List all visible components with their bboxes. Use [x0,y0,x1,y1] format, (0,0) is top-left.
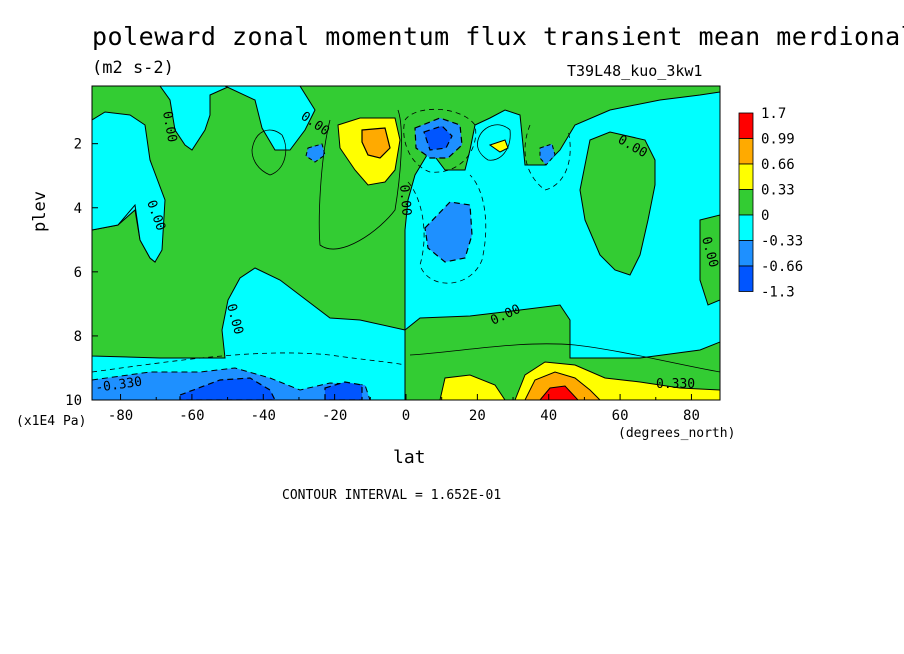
region-neg-mid [424,201,473,263]
contour-interval-text: CONTOUR INTERVAL = 1.652E-01 [282,488,502,503]
contour-label: 0.00 [159,110,179,143]
region-positive-right-edge [699,214,720,306]
x-ticks: -80 -60 -40 -20 0 20 40 60 80 [108,394,700,424]
contour-solid-3 [409,343,720,373]
x-tick-label: 80 [683,408,700,424]
colorbar-swatch [738,138,754,165]
contour-label: -0.330 [94,375,143,396]
x-tick-label: -20 [322,408,347,424]
colorbar-label: 0.66 [761,157,795,173]
colorbar-label: 0.99 [761,132,795,148]
x-tick-label: -60 [179,408,204,424]
y-tick-label: 4 [74,201,82,217]
contour-dashed-4 [403,108,477,173]
region-neg-small-2 [539,143,556,166]
contour-label: 0.00 [396,184,414,217]
x-tick-label: -80 [108,408,133,424]
contour-solid-4 [477,124,511,161]
colorbar-swatch [738,189,754,216]
contour-dashed-3 [524,124,571,191]
region-pos-lower-red [539,385,579,400]
x-axis-label: lat [393,447,426,468]
region-neg-lower-2 [179,377,276,400]
region-positive-sh-midlat [92,86,720,359]
y-coordinate-units: (x1E4 Pa) [16,414,87,429]
chart-title: poleward zonal momentum flux transient m… [92,22,904,51]
region-hole-c [224,86,316,151]
region-yellow-25N [488,139,509,153]
colorbar-label: -0.33 [761,234,803,250]
y-tick-label: 2 [74,137,82,153]
region-hole-b [92,111,166,263]
x-coordinate-units: (degrees_north) [618,426,736,441]
colorbar-label: 0 [761,208,769,224]
colorbar-swatch [738,112,754,139]
colorbar: 1.7 0.99 0.66 0.33 0 -0.33 -0.66 -1.3 [738,106,803,301]
colorbar-label: 0.33 [761,183,795,199]
x-tick-label: 0 [402,408,410,424]
contour-dashed-1 [92,352,406,373]
contour-solid-2 [251,129,287,176]
region-pos-lower-yellow [439,361,720,400]
contour-label: 0.330 [656,377,695,392]
colorbar-label: -1.3 [761,285,795,301]
region-neg-small-1 [305,143,326,163]
y-tick-label: 8 [74,329,82,345]
region-upper-orange [361,127,391,159]
y-tick-label: 6 [74,265,82,281]
contour-solid-1 [318,109,402,250]
run-label: T39L48_kuo_3kw1 [567,62,703,80]
x-tick-label: -40 [251,408,276,424]
colorbar-label: 1.7 [761,106,786,122]
colorbar-label: -0.66 [761,259,803,275]
contour-dashed-2 [407,174,487,284]
region-positive-nh-upper [579,131,656,276]
x-tick-label: 40 [540,408,557,424]
colorbar-swatch [738,265,754,292]
y-ticks: 2 4 6 8 10 [65,137,98,409]
region-neg-upper-2 [423,125,453,151]
x-tick-label: 60 [612,408,629,424]
colorbar-swatch [738,163,754,190]
units-label: (m2 s-2) [92,58,174,78]
region-positive-nh-lower [404,304,720,400]
y-tick-label: 10 [65,393,82,409]
colorbar-swatch [738,240,754,267]
x-tick-label: 20 [469,408,486,424]
colorbar-swatch [738,214,754,241]
